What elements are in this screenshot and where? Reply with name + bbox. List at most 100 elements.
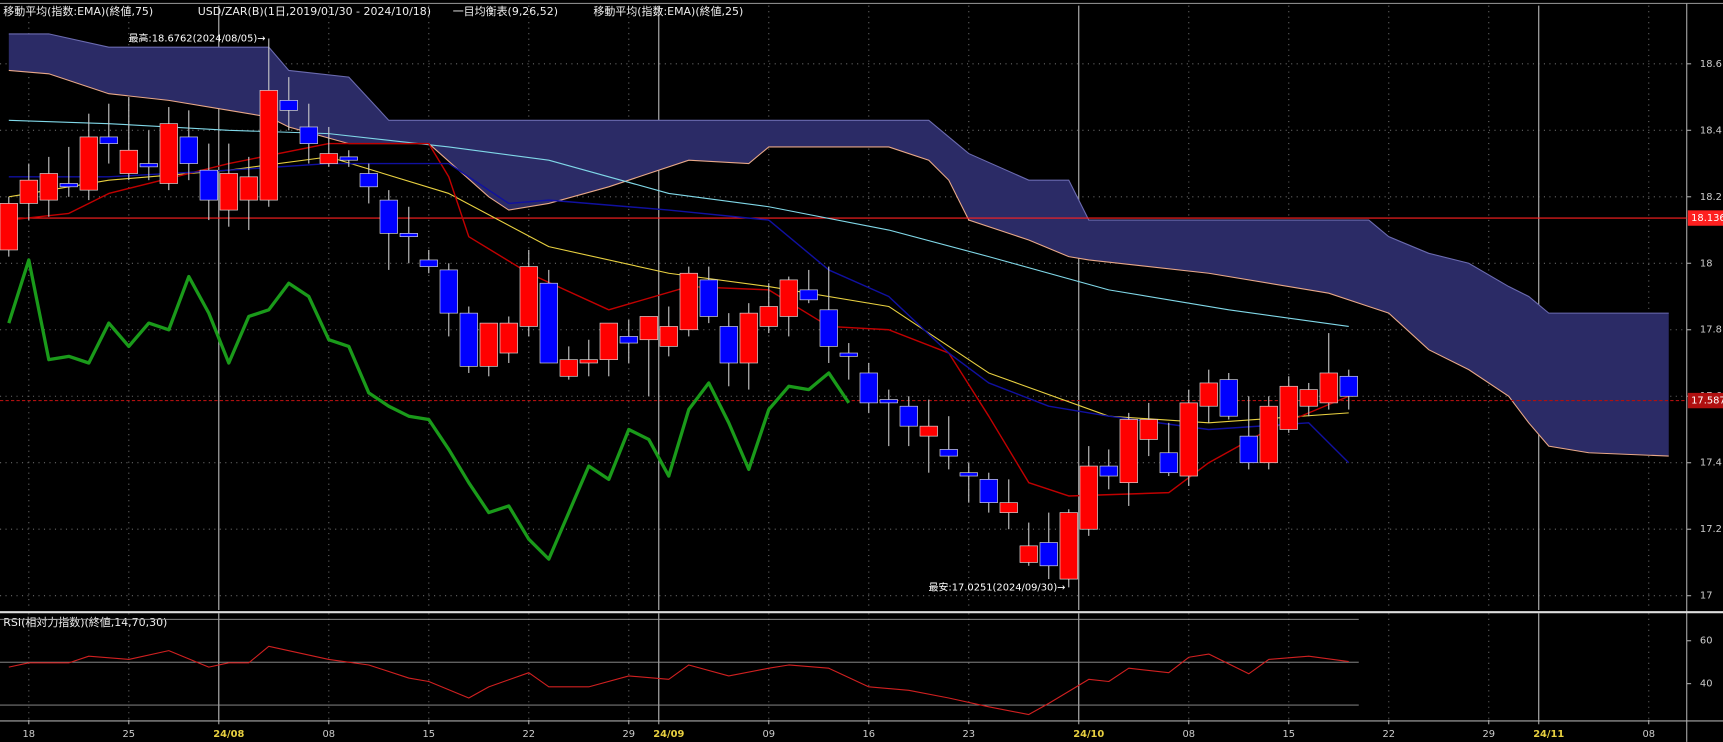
price-label-box (1687, 392, 1723, 409)
candle-body (999, 502, 1018, 513)
candle-body (759, 306, 778, 327)
x-tick-label: 22 (522, 729, 535, 740)
x-tick-label: 23 (962, 729, 975, 740)
candle-body (159, 123, 178, 184)
rsi-title: RSI(相対力指数)(終値,14,70,30) (3, 615, 167, 629)
indicator-line (8, 162, 1350, 464)
candle-body (659, 326, 678, 347)
x-tick-label: 16 (862, 729, 875, 740)
y-tick-label: 18.2 (1700, 192, 1722, 203)
annotation: 最高:18.6762(2024/08/05)→ (129, 31, 266, 44)
candle-body (1339, 375, 1358, 397)
candle-body (859, 372, 878, 404)
candle-body (679, 272, 698, 331)
candle-body (239, 176, 258, 201)
candle-body (319, 153, 338, 164)
x-tick-label: 09 (762, 729, 775, 740)
candle-body (839, 352, 858, 357)
candle-body (359, 173, 378, 188)
candle-body (19, 179, 38, 204)
candle-body (919, 425, 938, 437)
candle-body (1279, 385, 1298, 430)
y-tick-label: 17.8 (1700, 325, 1722, 336)
candle-body (1079, 465, 1098, 530)
candle-body (279, 100, 298, 111)
candle-body (779, 279, 798, 317)
candle-body (639, 316, 658, 341)
cloud-span (8, 33, 1669, 314)
candle-body (139, 163, 158, 168)
indicator-line (8, 119, 1349, 327)
x-tick-label: 29 (622, 729, 635, 740)
header-label: USD/ZAR(B)(1日,2019/01/30 - 2024/10/18) (198, 5, 431, 18)
candle-body (179, 136, 198, 164)
rsi-line (8, 645, 1349, 716)
x-tick-label: 22 (1382, 729, 1395, 740)
x-tick-label: 24/08 (213, 729, 244, 740)
candle-body (699, 279, 718, 317)
price-label: 17.587 (1691, 396, 1723, 407)
candle-body (99, 136, 118, 144)
candle-body (1239, 435, 1258, 464)
candle-body (459, 312, 478, 367)
x-tick-label: 08 (322, 729, 335, 740)
candle-body (199, 169, 218, 201)
candle-body (1019, 545, 1038, 563)
candle-body (619, 336, 638, 344)
candle-body (819, 309, 838, 347)
candle-body (1119, 419, 1138, 484)
candle-body (719, 326, 738, 364)
x-tick-label: 18 (23, 729, 36, 740)
candle-body (1319, 372, 1338, 404)
candle-body (0, 203, 18, 251)
candle-body (599, 322, 618, 361)
annotation: 最安:17.0251(2024/09/30)→ (929, 580, 1066, 593)
candle-body (259, 90, 278, 201)
candle-body (119, 149, 138, 174)
candle-body (1039, 542, 1058, 567)
y-tick-label: 17.4 (1700, 458, 1722, 469)
price-label-box (1687, 210, 1723, 226)
candle-body (499, 322, 518, 354)
candle-body (959, 472, 978, 477)
candle-body (59, 183, 78, 188)
candle-body (1179, 402, 1198, 477)
header-label: 一目均衡表(9,26,52) (453, 4, 558, 18)
candle-body (739, 312, 758, 364)
y-tick-label: 17.2 (1700, 524, 1722, 535)
y-tick-label: 40 (1700, 679, 1713, 690)
candle-body (299, 126, 318, 144)
candle-body (1259, 405, 1278, 464)
candle-body (1059, 512, 1078, 580)
candle-body (219, 173, 238, 211)
y-tick-label: 18 (1700, 258, 1713, 269)
candle-body (379, 199, 398, 234)
candle-body (539, 282, 558, 364)
candle-body (1159, 452, 1178, 474)
indicator-line (7, 258, 851, 561)
cloud-span (8, 69, 1669, 457)
candle-body (479, 322, 498, 367)
x-tick-label: 24/10 (1073, 729, 1104, 740)
x-tick-label: 29 (1482, 729, 1495, 740)
candle-body (979, 479, 998, 503)
y-tick-label: 18.4 (1700, 125, 1722, 136)
header-label: 移動平均(指数:EMA)(終値,75) (3, 4, 153, 18)
x-tick-label: 08 (1182, 729, 1195, 740)
candle-body (519, 266, 538, 327)
x-tick-label: 15 (1282, 729, 1295, 740)
x-tick-label: 24/09 (653, 729, 684, 740)
candle-body (1219, 379, 1238, 417)
candle-body (899, 405, 918, 427)
candle-body (1099, 465, 1118, 477)
cloud-area (8, 33, 1669, 457)
candle-body (419, 259, 438, 267)
candle-body (79, 136, 98, 191)
candle-body (559, 359, 578, 377)
y-tick-label: 60 (1700, 636, 1713, 647)
candle-body (439, 269, 458, 314)
price-label: 18.136 (1691, 213, 1723, 224)
candle-body (339, 156, 358, 161)
candle-body (39, 173, 58, 201)
